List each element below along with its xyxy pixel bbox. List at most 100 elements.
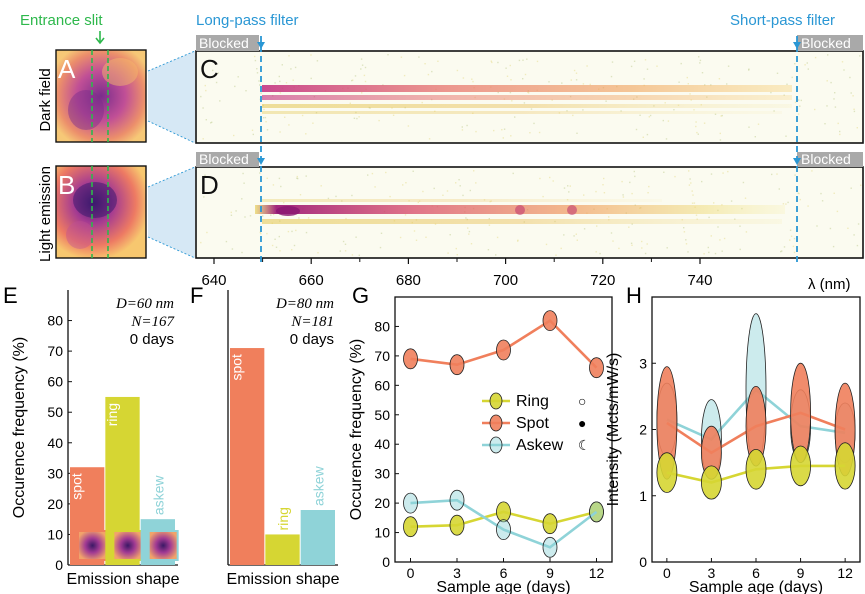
noise-dot [512, 172, 514, 175]
x-tick-label: 3 [708, 565, 716, 581]
noise-dot [212, 69, 214, 72]
noise-dot [298, 217, 300, 219]
y-tick-label: 30 [47, 465, 63, 481]
noise-dot [707, 246, 709, 249]
noise-dot [361, 92, 363, 94]
noise-dot [582, 109, 584, 111]
noise-dot [776, 72, 779, 74]
noise-dot [305, 175, 307, 177]
noise-dot [468, 230, 471, 233]
noise-dot [843, 69, 845, 71]
noise-dot [576, 239, 578, 241]
panel-letter-f: F [190, 283, 203, 308]
noise-dot [320, 185, 322, 187]
noise-dot [572, 114, 574, 117]
noise-dot [699, 62, 701, 64]
wavelength-axis-label: λ (nm) [808, 276, 851, 293]
noise-dot [327, 197, 330, 200]
noise-dot [312, 122, 314, 124]
noise-dot [748, 126, 750, 128]
noise-dot [690, 182, 692, 184]
noise-dot [789, 239, 791, 241]
noise-dot [583, 194, 585, 196]
noise-dot [256, 68, 258, 70]
noise-dot [528, 92, 530, 94]
noise-dot [552, 180, 554, 182]
noise-dot [570, 79, 572, 81]
noise-dot [461, 129, 464, 131]
noise-dot [641, 247, 643, 249]
noise-dot [462, 194, 464, 197]
noise-dot [259, 84, 261, 86]
noise-dot [686, 76, 688, 79]
noise-dot [629, 181, 631, 184]
noise-dot [404, 214, 407, 216]
noise-dot [354, 75, 357, 77]
y-tick-label: 50 [374, 407, 390, 423]
noise-dot [719, 132, 721, 135]
noise-dot [522, 78, 524, 80]
noise-dot [798, 192, 800, 195]
noise-dot [680, 62, 682, 65]
noise-dot [422, 190, 424, 193]
noise-dot [523, 102, 526, 104]
noise-dot [275, 246, 278, 248]
data-point-ring [656, 452, 678, 493]
noise-dot [472, 80, 474, 83]
noise-dot [210, 122, 212, 124]
noise-dot [589, 83, 591, 86]
noise-dot [799, 198, 801, 201]
noise-dot [461, 126, 463, 128]
noise-dot [691, 190, 693, 192]
noise-dot [291, 230, 293, 233]
noise-dot [245, 90, 247, 92]
noise-dot [791, 76, 793, 79]
noise-dot [506, 75, 509, 77]
noise-dot [378, 119, 380, 122]
noise-dot [648, 116, 650, 118]
blocked-badge: Blocked [196, 35, 259, 51]
noise-dot [278, 177, 281, 180]
noise-dot [745, 231, 748, 233]
noise-dot [526, 58, 528, 60]
noise-dot [721, 114, 723, 117]
noise-dot [560, 247, 562, 250]
noise-dot [719, 239, 721, 241]
noise-dot [501, 129, 503, 131]
noise-dot [296, 175, 298, 178]
noise-dot [351, 254, 354, 256]
noise-dot [695, 214, 698, 216]
noise-dot [412, 170, 414, 172]
noise-dot [847, 227, 849, 229]
noise-dot [683, 231, 686, 233]
noise-dot [467, 227, 469, 229]
x-tick-label: 12 [837, 565, 853, 581]
noise-dot [283, 201, 285, 204]
blocked-badge: Blocked [797, 151, 863, 167]
noise-dot [517, 240, 519, 242]
noise-dot [446, 190, 449, 192]
noise-dot [427, 73, 430, 76]
thumbnail-light-emission [55, 165, 147, 259]
noise-dot [807, 68, 809, 70]
noise-dot [811, 170, 813, 172]
y-tick-label: 80 [374, 318, 390, 334]
noise-dot [211, 121, 213, 123]
noise-dot [662, 119, 664, 122]
noise-dot [829, 227, 832, 230]
x-tick-label: 12 [589, 565, 605, 581]
shape-thumbnail-icon [112, 530, 144, 561]
noise-dot [363, 74, 366, 77]
bar-chart-60nm: 0 10 20 30 40 50 60 70 80 spot ring askew D=60 nm N=1… [11, 290, 180, 588]
noise-dot [530, 108, 533, 110]
noise-dot [789, 229, 792, 231]
y-tick-label: 70 [374, 348, 390, 364]
noise-dot [837, 122, 839, 125]
noise-dot [834, 92, 836, 94]
noise-dot [317, 252, 319, 254]
noise-dot [487, 249, 490, 251]
noise-dot [361, 64, 364, 66]
y-tick-label: 0 [55, 557, 63, 573]
noise-dot [857, 223, 860, 225]
